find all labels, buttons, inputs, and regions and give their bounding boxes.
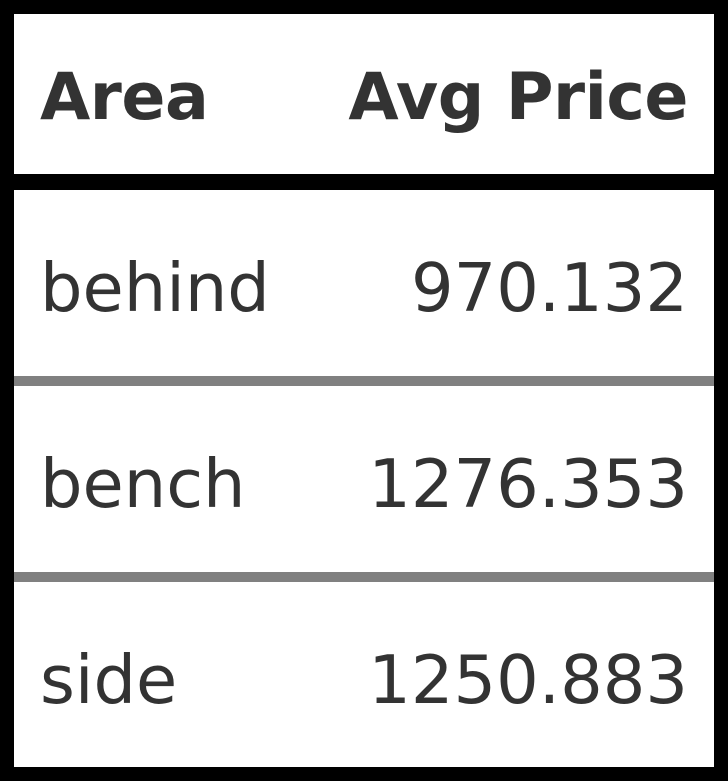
cell-area: bench	[40, 445, 246, 523]
cell-avg-price: 970.132	[410, 249, 688, 327]
row-divider	[14, 572, 714, 582]
column-header-area: Area	[40, 60, 209, 135]
cell-avg-price: 1250.883	[368, 641, 688, 719]
table-row: bench 1276.353	[14, 386, 714, 572]
table-header-row: Area Avg Price	[14, 14, 714, 174]
cell-avg-price: 1276.353	[368, 445, 688, 523]
table-row: side 1250.883	[14, 582, 714, 767]
table-row: behind 970.132	[14, 190, 714, 376]
cell-area: behind	[40, 249, 270, 327]
column-header-avg-price: Avg Price	[348, 60, 688, 135]
row-divider	[14, 376, 714, 386]
cell-area: side	[40, 641, 178, 719]
